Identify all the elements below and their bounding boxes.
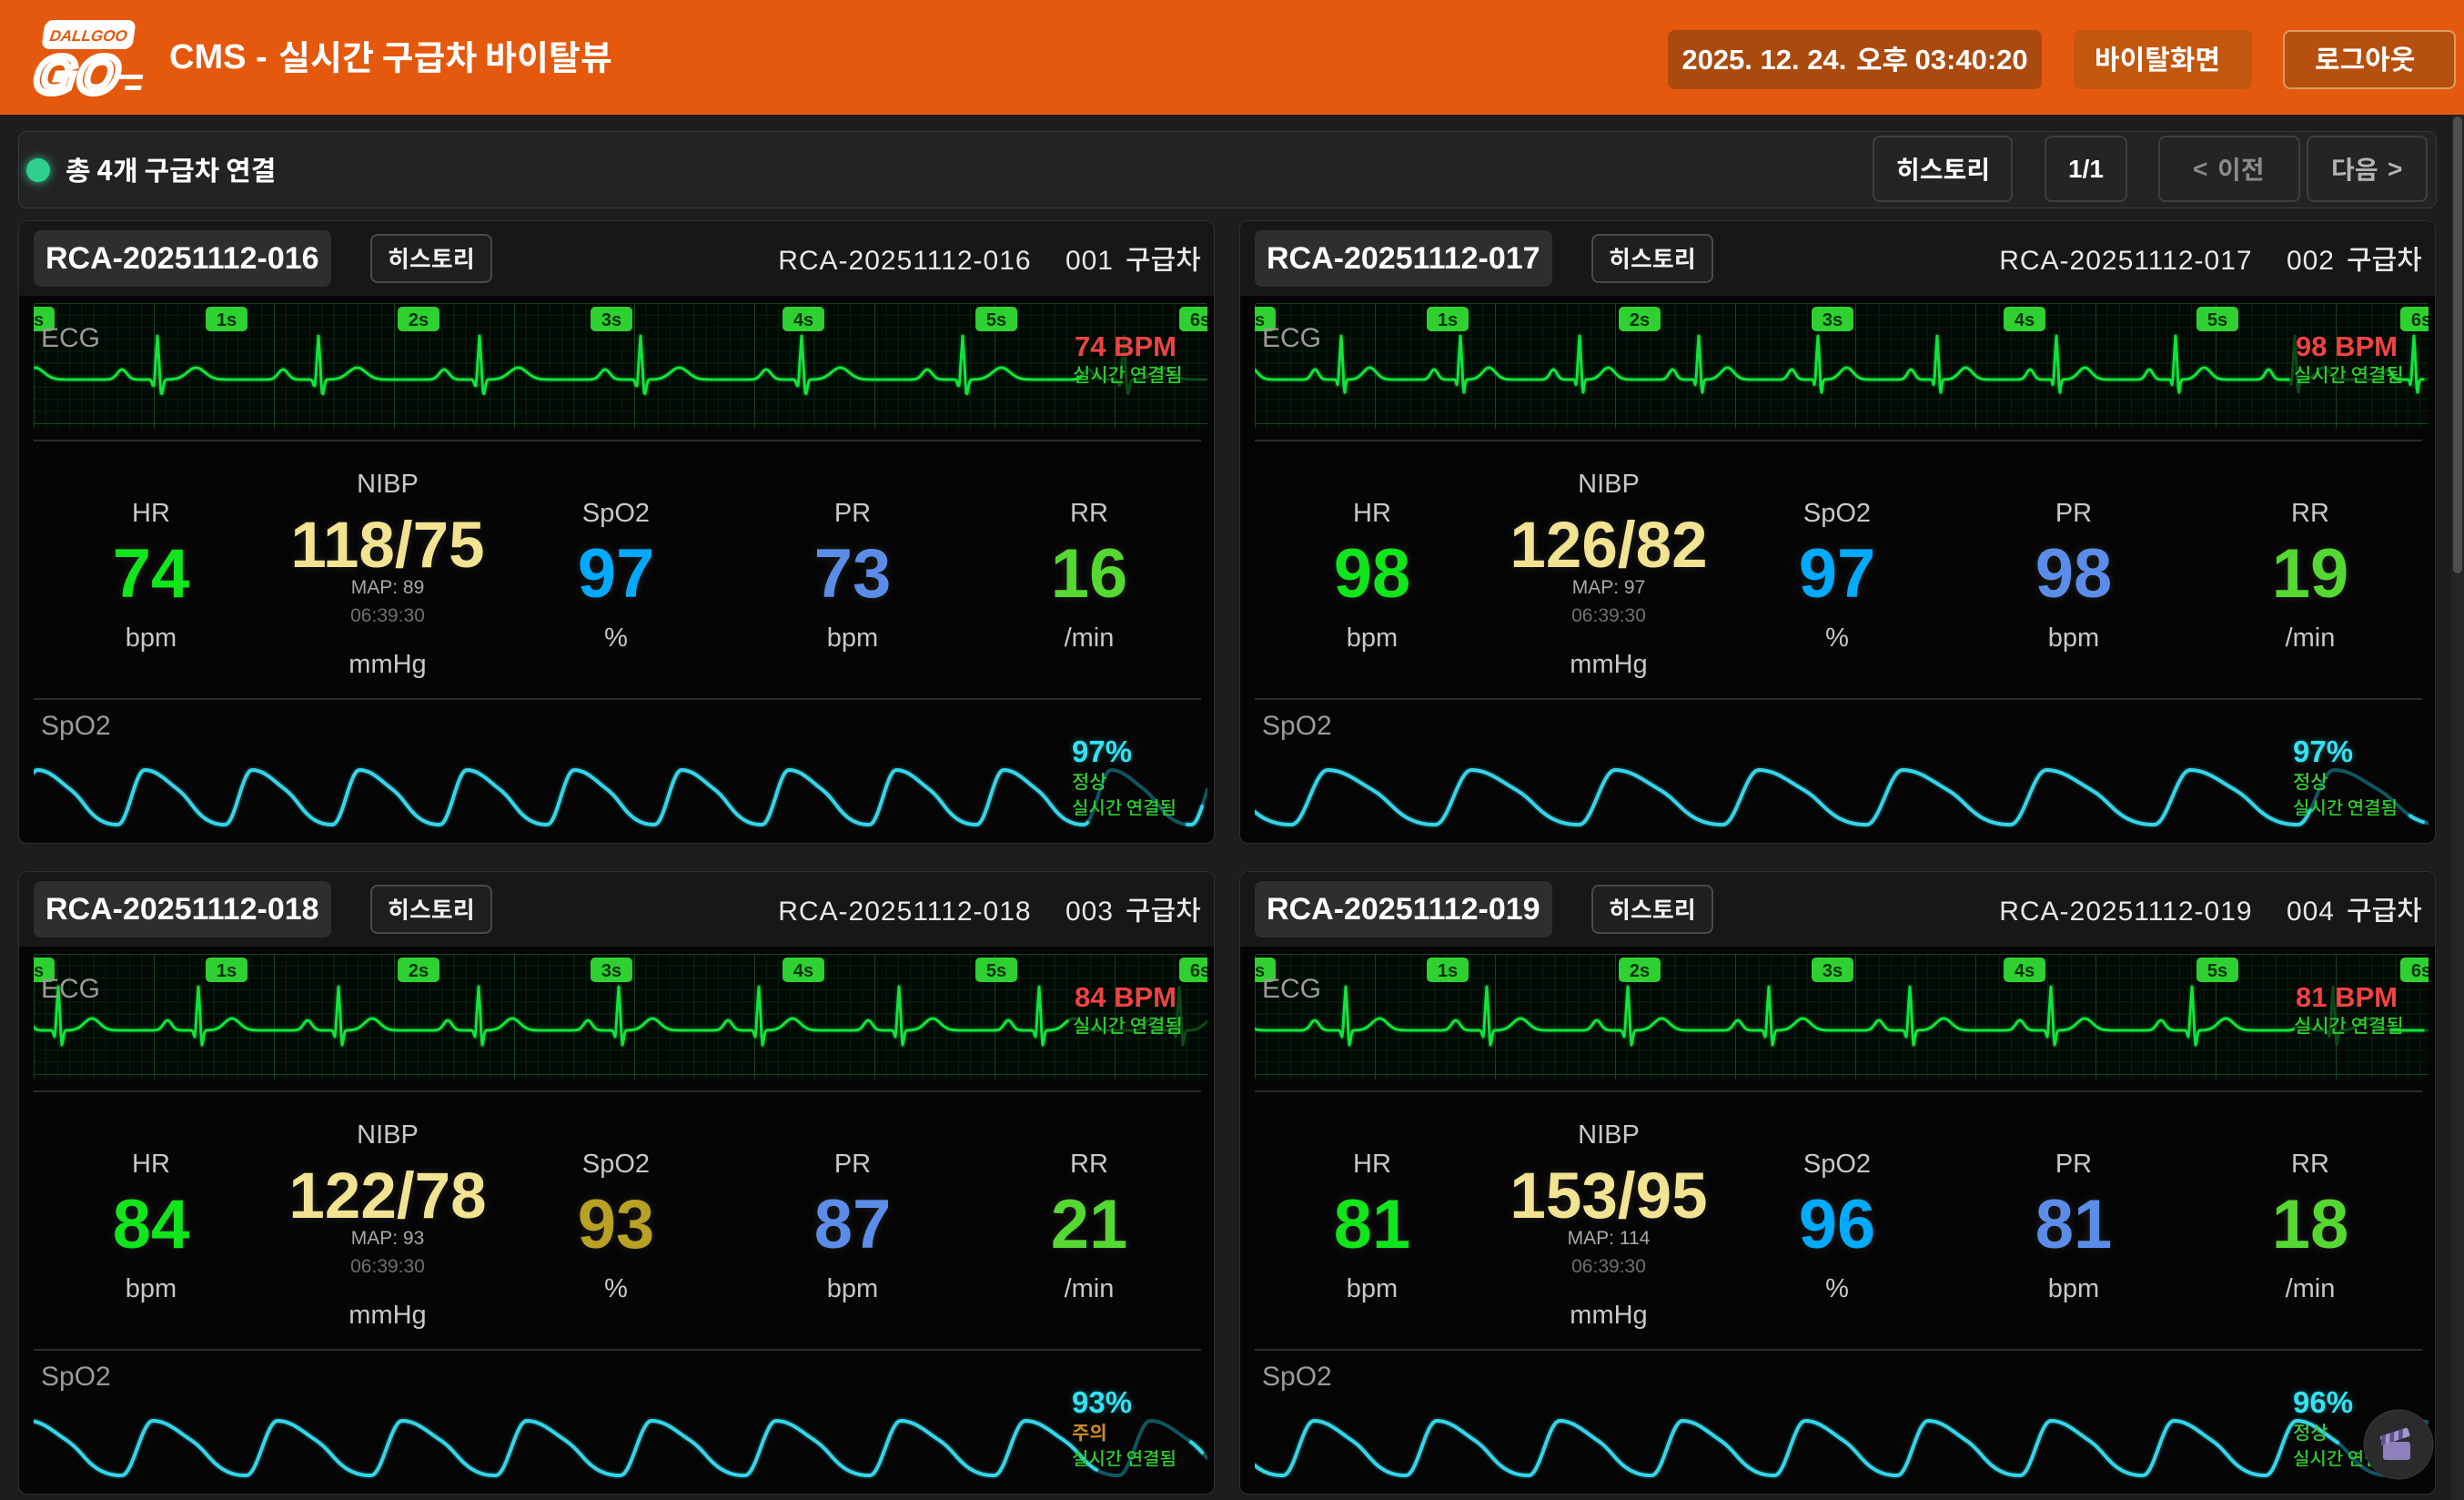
svg-text:ECG: ECG: [1262, 974, 1321, 1004]
svg-text:ECG: ECG: [1262, 323, 1321, 353]
svg-text:0s: 0s: [34, 310, 44, 330]
svg-text:4s: 4s: [793, 310, 813, 330]
svg-text:1s: 1s: [1438, 310, 1458, 330]
svg-text:0s: 0s: [1255, 310, 1265, 330]
svg-text:6s: 6s: [1190, 961, 1207, 981]
svg-text:5s: 5s: [986, 310, 1006, 330]
svg-text:SpO2: SpO2: [41, 711, 111, 741]
svg-text:ECG: ECG: [41, 323, 100, 353]
svg-text:6s: 6s: [2411, 961, 2429, 981]
svg-text:1s: 1s: [217, 310, 237, 330]
svg-text:2s: 2s: [1630, 961, 1650, 981]
svg-text:4s: 4s: [793, 961, 813, 981]
svg-text:1s: 1s: [217, 961, 237, 981]
svg-text:3s: 3s: [1823, 310, 1843, 330]
svg-text:6s: 6s: [2411, 310, 2429, 330]
svg-text:SpO2: SpO2: [1262, 1362, 1332, 1392]
svg-text:5s: 5s: [2207, 310, 2227, 330]
svg-text:3s: 3s: [601, 310, 621, 330]
svg-text:2s: 2s: [409, 310, 429, 330]
svg-text:1s: 1s: [1438, 961, 1458, 981]
svg-text:2s: 2s: [1630, 310, 1650, 330]
svg-text:GO: GO: [33, 46, 125, 98]
svg-text:ECG: ECG: [41, 974, 100, 1004]
svg-text:5s: 5s: [2207, 961, 2227, 981]
svg-text:0s: 0s: [34, 961, 44, 981]
svg-text:4s: 4s: [2015, 310, 2035, 330]
svg-text:SpO2: SpO2: [1262, 711, 1332, 741]
svg-text:6s: 6s: [1190, 310, 1207, 330]
svg-text:DALLGOO: DALLGOO: [48, 27, 128, 45]
svg-text:5s: 5s: [986, 961, 1006, 981]
svg-text:2s: 2s: [409, 961, 429, 981]
svg-text:4s: 4s: [2015, 961, 2035, 981]
svg-text:3s: 3s: [601, 961, 621, 981]
svg-text:SpO2: SpO2: [41, 1362, 111, 1392]
svg-text:3s: 3s: [1823, 961, 1843, 981]
svg-text:0s: 0s: [1255, 961, 1265, 981]
